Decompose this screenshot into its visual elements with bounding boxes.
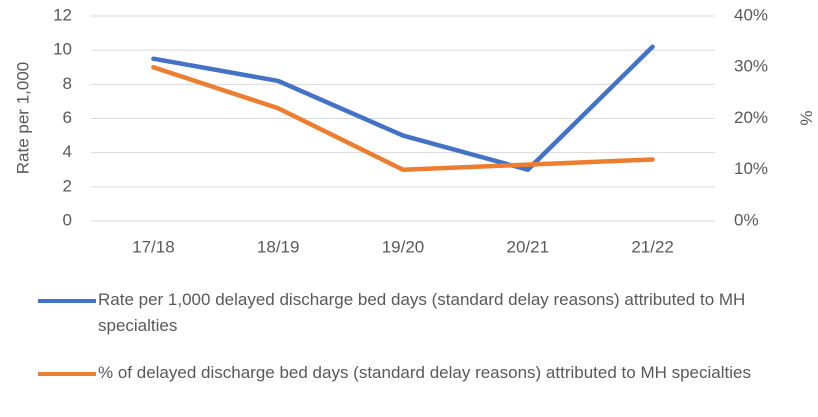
- y2-axis-label: %: [797, 110, 816, 125]
- y2-tick-label: 0%: [734, 210, 759, 229]
- legend-label: % of delayed discharge bed days (standar…: [98, 363, 751, 382]
- series-line: [151, 44, 655, 172]
- y-tick-label: 4: [63, 142, 72, 161]
- y-tick-label: 8: [63, 74, 72, 93]
- y-tick-label: 0: [63, 210, 72, 229]
- legend-item: % of delayed discharge bed days (standar…: [38, 360, 808, 386]
- series-line: [151, 65, 655, 172]
- x-tick-label: 17/18: [132, 237, 175, 256]
- y2-tick-label: 30%: [734, 57, 768, 76]
- y2-tick-label: 10%: [734, 159, 768, 178]
- y2-tick-label: 20%: [734, 108, 768, 127]
- legend-label: Rate per 1,000 delayed discharge bed day…: [98, 290, 746, 335]
- x-tick-label: 18/19: [257, 237, 300, 256]
- y-tick-label: 2: [63, 176, 72, 195]
- legend-swatch: [38, 299, 96, 303]
- y2-tick-label: 40%: [734, 5, 768, 24]
- chart: Rate per 1,000 % 0 2 4 6 8 10 12 0% 10% 20% 30% 40%…: [13, 5, 816, 256]
- legend-swatch: [38, 372, 96, 376]
- y-tick-label: 12: [53, 5, 72, 24]
- x-tick-label: 21/22: [631, 237, 674, 256]
- y-tick-label: 10: [53, 40, 72, 59]
- y-axis-label: Rate per 1,000: [13, 62, 32, 174]
- x-tick-label: 19/20: [382, 237, 425, 256]
- legend-item: Rate per 1,000 delayed discharge bed day…: [38, 287, 808, 339]
- y-tick-label: 6: [63, 108, 72, 127]
- x-tick-label: 20/21: [507, 237, 550, 256]
